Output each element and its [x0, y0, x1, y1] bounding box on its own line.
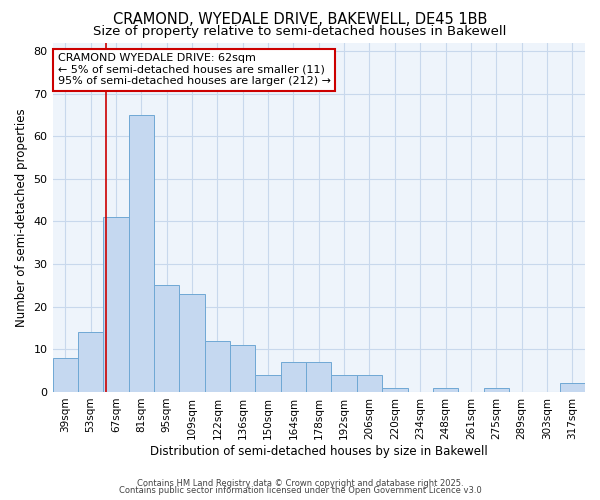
Bar — [230, 345, 256, 392]
Bar — [357, 375, 382, 392]
Text: Contains HM Land Registry data © Crown copyright and database right 2025.: Contains HM Land Registry data © Crown c… — [137, 478, 463, 488]
Bar — [331, 375, 357, 392]
Bar — [281, 362, 306, 392]
Bar — [179, 294, 205, 392]
Text: Size of property relative to semi-detached houses in Bakewell: Size of property relative to semi-detach… — [94, 25, 506, 38]
Bar — [53, 358, 78, 392]
Text: CRAMOND, WYEDALE DRIVE, BAKEWELL, DE45 1BB: CRAMOND, WYEDALE DRIVE, BAKEWELL, DE45 1… — [113, 12, 487, 28]
Text: CRAMOND WYEDALE DRIVE: 62sqm
← 5% of semi-detached houses are smaller (11)
95% o: CRAMOND WYEDALE DRIVE: 62sqm ← 5% of sem… — [58, 53, 331, 86]
Bar — [560, 384, 585, 392]
Bar — [433, 388, 458, 392]
Text: Contains public sector information licensed under the Open Government Licence v3: Contains public sector information licen… — [119, 486, 481, 495]
Bar — [78, 332, 103, 392]
Bar — [256, 375, 281, 392]
Bar — [154, 286, 179, 392]
Bar — [103, 217, 128, 392]
Bar — [128, 115, 154, 392]
Bar — [205, 341, 230, 392]
Bar — [382, 388, 407, 392]
Y-axis label: Number of semi-detached properties: Number of semi-detached properties — [15, 108, 28, 326]
X-axis label: Distribution of semi-detached houses by size in Bakewell: Distribution of semi-detached houses by … — [150, 444, 488, 458]
Bar — [306, 362, 331, 392]
Bar — [484, 388, 509, 392]
